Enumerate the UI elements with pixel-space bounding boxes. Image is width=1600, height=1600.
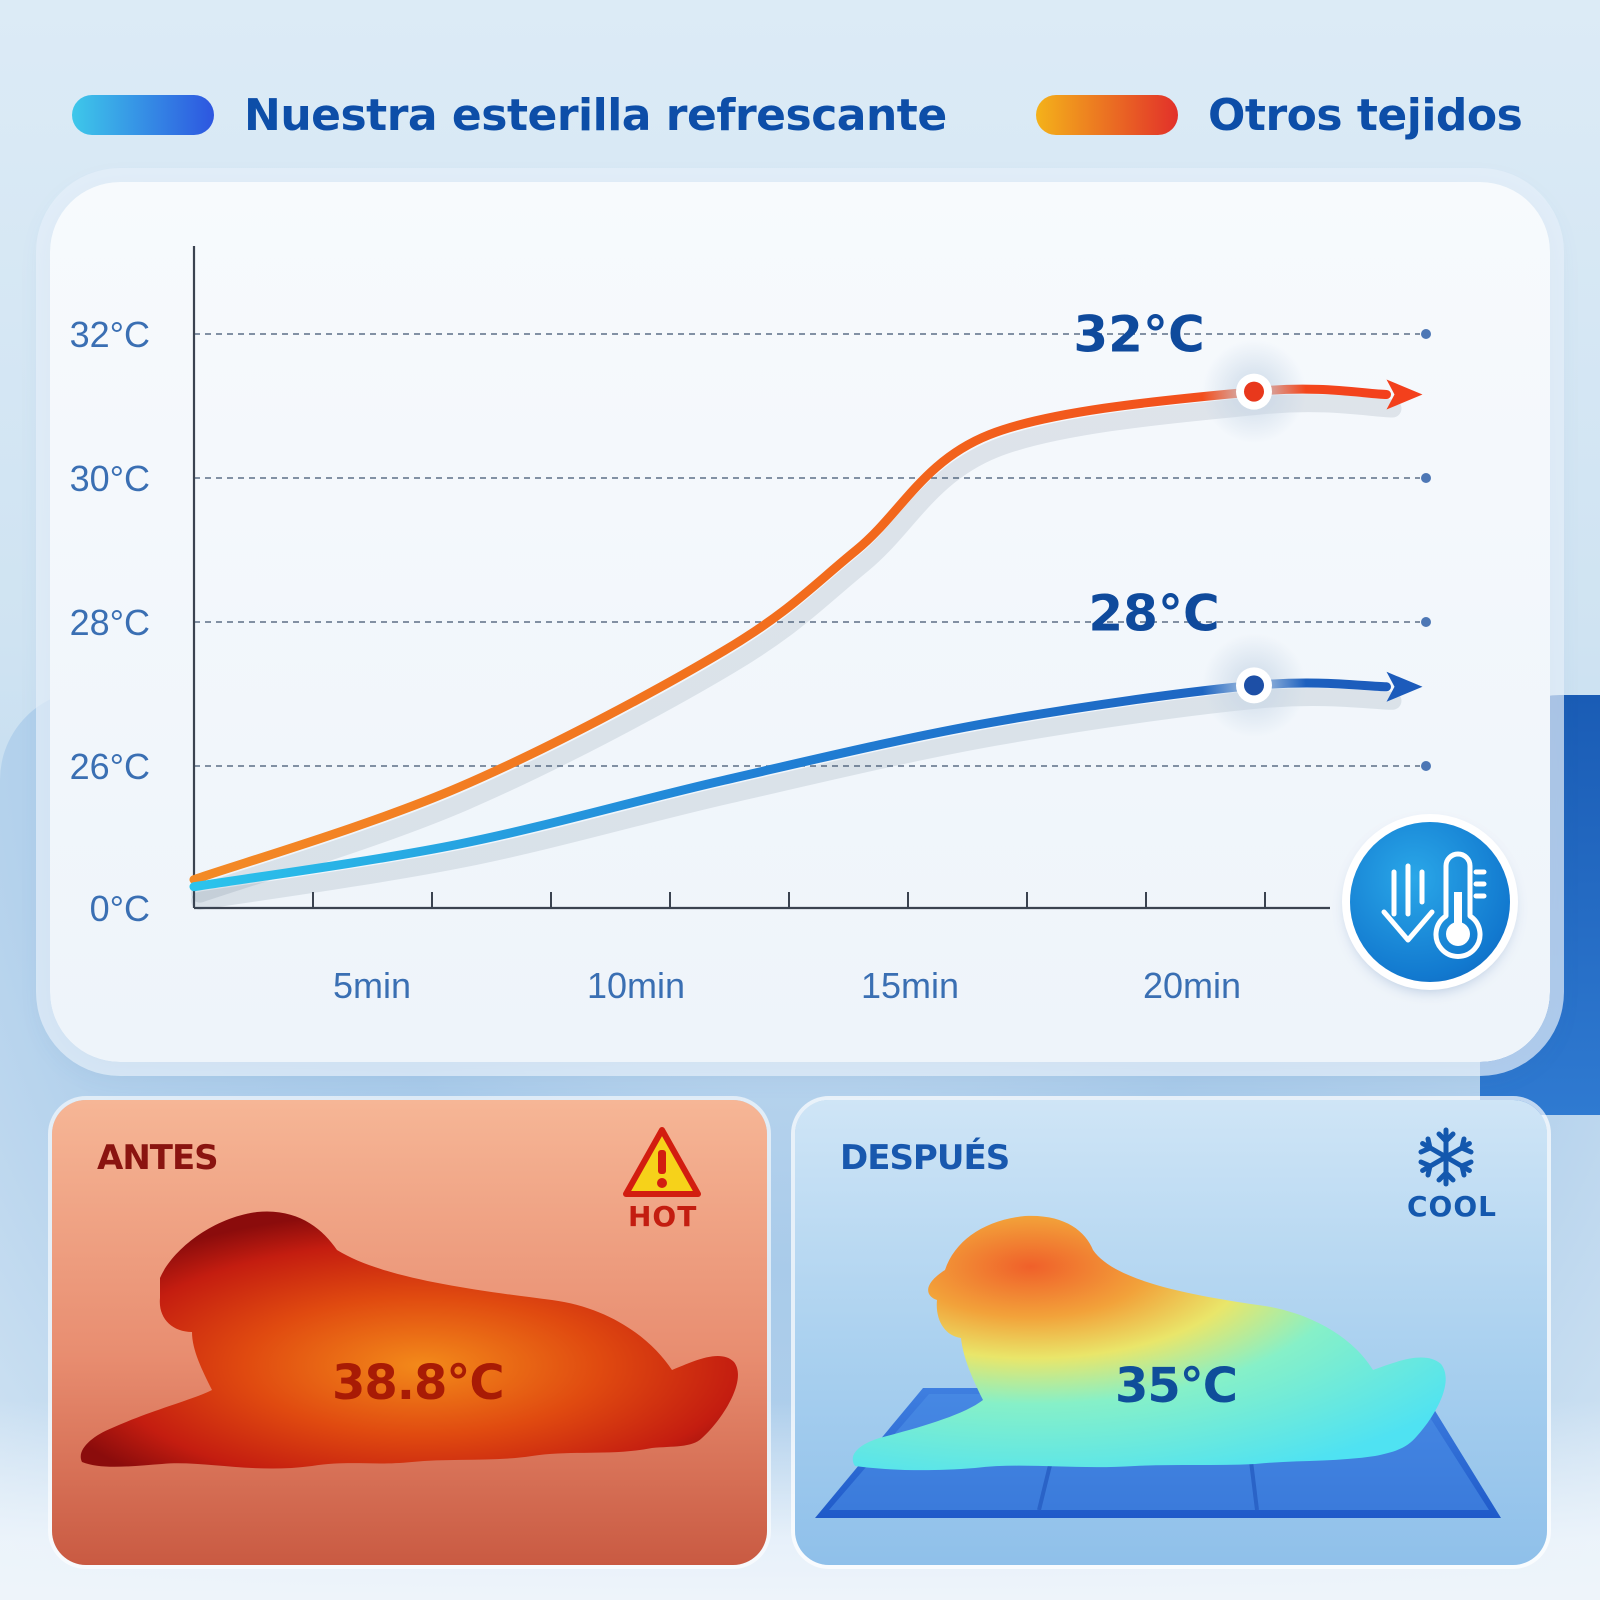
chart-legend: Nuestra esterilla refrescante Otros teji… <box>0 80 1600 150</box>
before-panel: ANTES HOT 38.8°C <box>52 1100 767 1565</box>
x-tick-label: 10min <box>587 965 685 1006</box>
grid-dot <box>1421 473 1431 483</box>
grid-dot <box>1421 617 1431 627</box>
peak-label: 28°C <box>1088 584 1219 642</box>
snowflake-icon <box>1418 1127 1474 1187</box>
y-tick-label: 32°C <box>70 314 150 355</box>
y-tick-label: 30°C <box>70 458 150 499</box>
cool-dog-on-mat <box>815 1215 1501 1518</box>
grid-dot <box>1421 329 1431 339</box>
series-arrowhead <box>1386 671 1423 702</box>
peak-label: 32°C <box>1073 306 1204 364</box>
before-title: ANTES <box>97 1138 219 1178</box>
peak-marker <box>1244 381 1264 402</box>
series-shadow <box>191 688 1402 910</box>
y-tick-label: 0°C <box>90 888 150 929</box>
x-tick-label: 15min <box>861 965 959 1006</box>
line-chart: 0°C 26°C 28°C 30°C 32°C 5min 10min 15min 20min 32… <box>70 246 1431 1006</box>
x-tick-label: 20min <box>1143 965 1241 1006</box>
x-tick-label: 5min <box>333 965 411 1006</box>
legend-swatch-others <box>1036 95 1178 135</box>
peak-marker <box>1244 675 1264 696</box>
after-title: DESPUÉS <box>840 1138 1010 1178</box>
thermometer-down-icon <box>1350 822 1510 982</box>
grid-dot <box>1421 761 1431 771</box>
after-temperature: 35°C <box>1115 1358 1238 1414</box>
hot-badge: HOT <box>628 1200 698 1233</box>
y-tick-label: 26°C <box>70 746 150 787</box>
after-panel: DESPUÉS COOL 35°C <box>795 1100 1547 1565</box>
warning-icon <box>623 1127 701 1197</box>
legend-label-others: Otros tejidos <box>1208 89 1523 141</box>
before-temperature: 38.8°C <box>332 1355 505 1411</box>
legend-label-ours: Nuestra esterilla refrescante <box>244 89 947 141</box>
legend-item-others: Otros tejidos <box>1036 80 1523 150</box>
legend-swatch-ours <box>72 95 214 135</box>
series-arrowhead <box>1386 379 1423 410</box>
cool-badge: COOL <box>1407 1190 1497 1223</box>
hot-dog-silhouette <box>80 1211 738 1469</box>
y-tick-label: 28°C <box>70 602 150 643</box>
legend-item-ours: Nuestra esterilla refrescante <box>72 80 947 150</box>
